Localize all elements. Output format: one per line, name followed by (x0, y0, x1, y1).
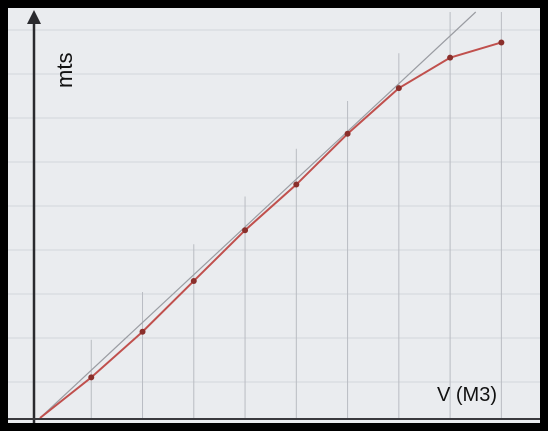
data-point (395, 85, 402, 92)
y-axis-label: mts (52, 52, 77, 88)
data-point (242, 227, 249, 234)
data-line (39, 41, 502, 419)
data-point (139, 328, 146, 335)
data-point (190, 277, 197, 284)
data-point (88, 374, 95, 381)
data-point (344, 130, 351, 137)
reference-line (39, 11, 477, 419)
data-point (447, 54, 454, 61)
data-point (293, 181, 300, 188)
plot-background (8, 8, 540, 423)
y-axis-arrow (27, 10, 41, 24)
x-axis-label: V (M3) (437, 384, 497, 406)
data-point (498, 39, 505, 46)
